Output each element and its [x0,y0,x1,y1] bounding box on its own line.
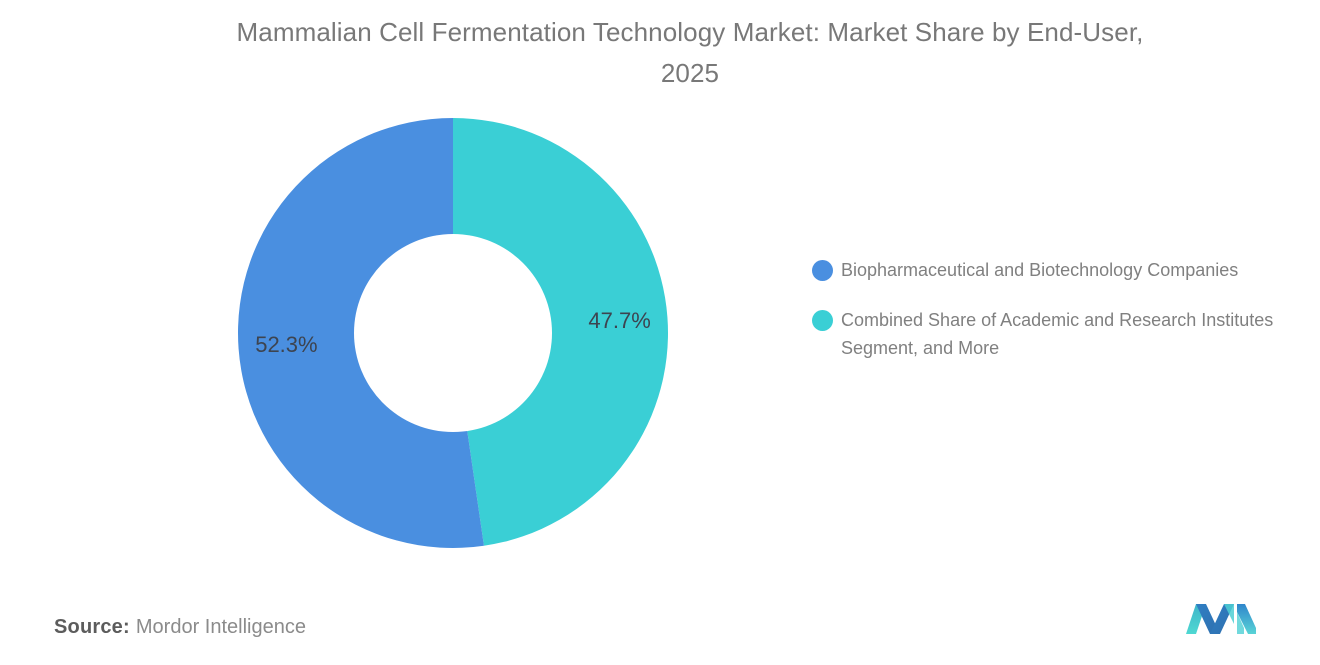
legend-item-academic-research[interactable]: Combined Share of Academic and Research … [812,306,1302,362]
legend-swatch-biopharmaceutical-icon [812,260,833,281]
chart-legend: Biopharmaceutical and Biotechnology Comp… [812,256,1302,384]
donut-chart-svg: 52.3% 47.7% [238,118,668,548]
donut-chart: 52.3% 47.7% [237,117,669,549]
source-line: Source: Mordor Intelligence [54,612,306,642]
chart-title: Mammalian Cell Fermentation Technology M… [236,17,1144,88]
pie-slice-label-academic-research: 47.7% [588,308,650,333]
legend-label-academic-research: Combined Share of Academic and Research … [841,310,1274,358]
donut-hole [354,234,552,432]
legend-swatch-academic-research-icon [812,310,833,331]
mordor-intelligence-logo-icon [1184,598,1258,640]
pie-slice-label-biopharmaceutical: 52.3% [255,332,317,357]
source-value: Mordor Intelligence [135,616,306,638]
pie-slice-academic-research[interactable] [453,118,668,546]
legend-label-biopharmaceutical: Biopharmaceutical and Biotechnology Comp… [841,260,1239,280]
legend-item-biopharmaceutical[interactable]: Biopharmaceutical and Biotechnology Comp… [812,256,1302,284]
source-label: Source: [54,616,130,638]
